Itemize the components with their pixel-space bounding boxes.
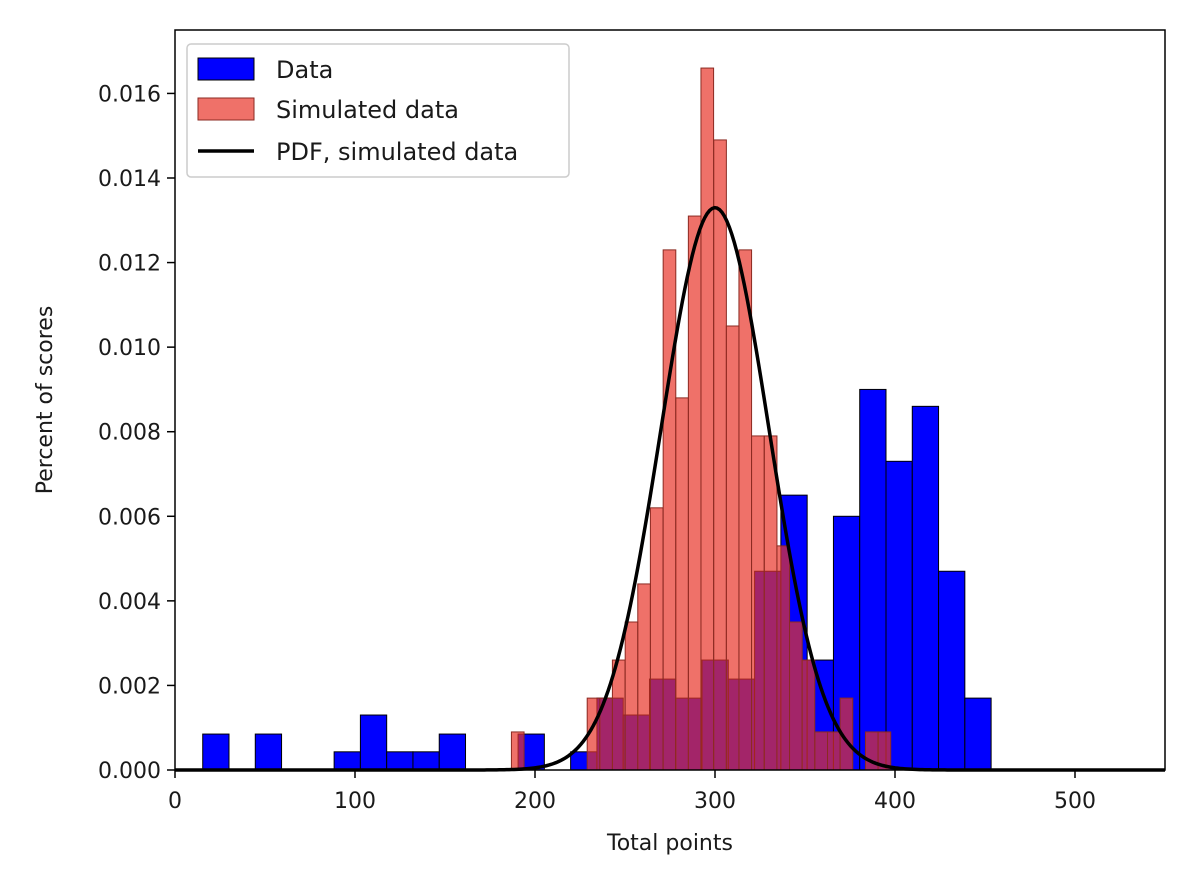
simulated-bar-19 (814, 731, 829, 771)
legend-label-pdf: PDF, simulated data (276, 138, 518, 166)
data-bar-3 (359, 714, 388, 771)
y-tick-label: 0.010 (98, 336, 161, 361)
plot-frame (174, 29, 1166, 771)
x-axis-label: Total points (606, 831, 733, 856)
x-tick-label: 500 (1054, 789, 1096, 814)
data-bar-6 (438, 733, 467, 771)
simulated-bar-15 (763, 435, 778, 771)
y-tick-label: 0.004 (98, 590, 161, 615)
legend-label-data: Data (276, 56, 333, 84)
y-tick-label: 0.014 (98, 167, 161, 192)
data-bar-21 (911, 405, 940, 771)
data-bar-4 (386, 751, 414, 771)
y-tick-label: 0.016 (98, 82, 161, 107)
simulated-bar-0 (510, 731, 525, 771)
simulated-bar-17 (789, 621, 803, 771)
simulated-bar-11 (713, 139, 727, 771)
simulated-bar-14 (751, 435, 765, 771)
y-axis-ticks: 0.000 0.002 0.004 0.006 0.008 0.010 0.012 0.014… (98, 82, 175, 784)
simulated-bar-5 (637, 583, 651, 771)
y-tick-label: 0.008 (98, 421, 161, 446)
x-tick-label: 400 (874, 789, 916, 814)
data-bar-20 (885, 460, 913, 771)
legend-box (186, 43, 570, 178)
simulated-bar-7 (662, 249, 677, 771)
x-tick-label: 300 (694, 789, 736, 814)
data-bar-0 (202, 733, 230, 771)
x-tick-label: 0 (168, 789, 182, 814)
data-bar-1 (254, 733, 283, 771)
simulated-bar-9 (687, 215, 702, 771)
data-bar-19 (859, 388, 887, 771)
simulated-bar-10 (700, 67, 715, 771)
simulated-bar-6 (649, 507, 664, 771)
y-tick-label: 0.002 (98, 674, 161, 699)
simulated-bar-4 (624, 621, 639, 771)
y-tick-label: 0.000 (98, 759, 161, 784)
simulated-bar-20 (827, 731, 841, 771)
legend-label-simulated: Simulated data (276, 96, 459, 124)
data-bar-5 (412, 751, 440, 771)
simulated-bar-18 (801, 659, 816, 771)
legend-swatch-simulated (197, 97, 255, 121)
bars-layer (202, 67, 992, 771)
y-axis-label: Percent of scores (33, 306, 58, 495)
y-tick-label: 0.006 (98, 505, 161, 530)
simulated-bar-12 (725, 325, 740, 771)
data-bar-22 (938, 570, 966, 771)
x-axis-ticks: 0 100 200 300 400 500 (168, 770, 1096, 814)
x-tick-label: 200 (514, 789, 556, 814)
simulated-bar-8 (675, 397, 689, 771)
legend-swatch-data (197, 57, 255, 81)
data-bar-23 (964, 697, 992, 771)
simulated-bar-13 (738, 249, 753, 771)
legend: Data Simulated data PDF, simulated data (186, 43, 570, 178)
x-tick-label: 100 (334, 789, 376, 814)
data-bar-2 (333, 751, 361, 771)
simulated-bar-16 (776, 545, 791, 771)
y-tick-label: 0.012 (98, 252, 161, 277)
